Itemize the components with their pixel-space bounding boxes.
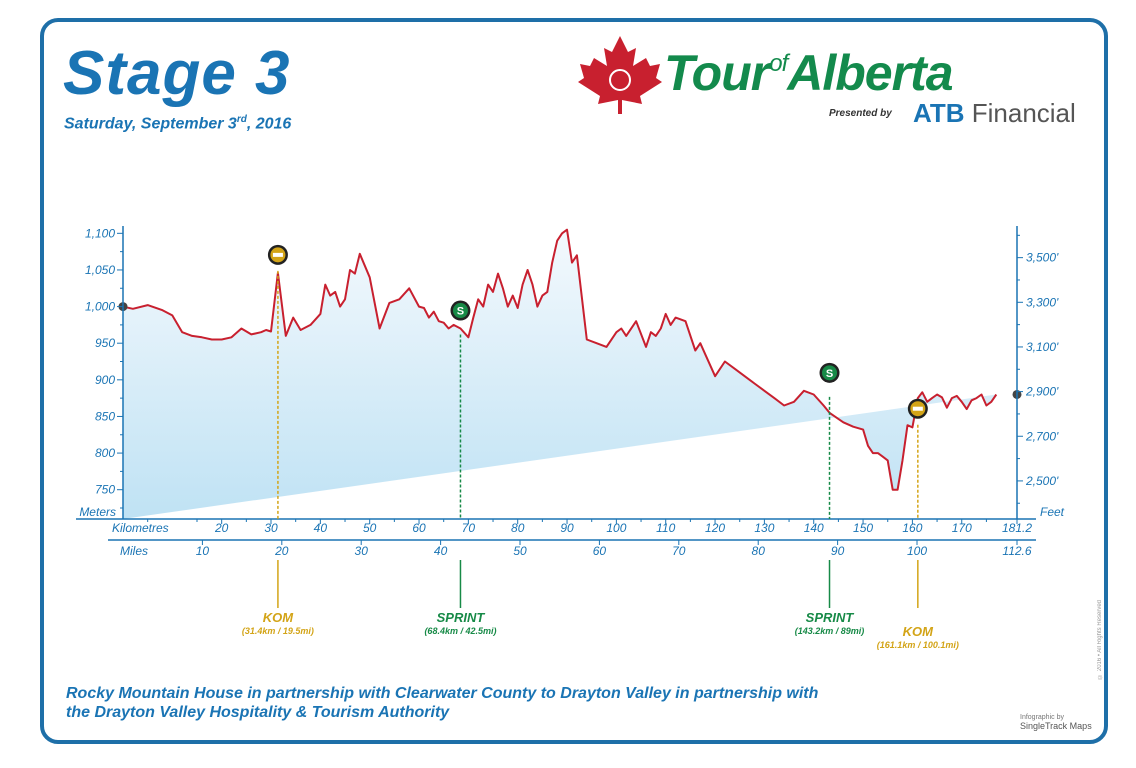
kom-detail: (31.4km / 19.5mi) bbox=[242, 626, 314, 636]
sprint-detail: (68.4km / 42.5mi) bbox=[424, 626, 496, 636]
x-tick-label: 60 bbox=[412, 521, 426, 535]
x2-tick-label: 100 bbox=[907, 544, 927, 558]
x-tick-label: 40 bbox=[314, 521, 328, 535]
y2-tick-label: 3,500' bbox=[1026, 251, 1059, 265]
kom-icon-bar bbox=[912, 406, 923, 411]
y-tick-label: 1,100 bbox=[85, 226, 115, 240]
y2-tick-label: 3,100' bbox=[1026, 340, 1059, 354]
y-axis-label: Meters bbox=[79, 505, 116, 519]
sprint-icon-letter: S bbox=[457, 306, 464, 318]
sponsor-logo: ATB Financial bbox=[913, 98, 1076, 128]
sprint-label: SPRINT bbox=[437, 610, 486, 625]
y2-axis-label: Feet bbox=[1040, 505, 1065, 519]
stage-date: Saturday, September 3rd, 2016 bbox=[64, 114, 292, 133]
y2-tick-label: 2,900' bbox=[1025, 385, 1059, 399]
map-credit: Infographic by SingleTrack Maps bbox=[1020, 714, 1092, 731]
page-title: Stage 3 bbox=[63, 39, 291, 108]
x-tick-label: 110 bbox=[656, 521, 675, 535]
x2-tick-label: 10 bbox=[196, 544, 210, 558]
x-tick-label: 130 bbox=[754, 521, 774, 535]
kom-label: KOM bbox=[263, 610, 295, 625]
x-tick-label: 50 bbox=[363, 521, 377, 535]
sprint-icon bbox=[452, 303, 468, 319]
x2-axis-label: Miles bbox=[120, 544, 148, 558]
x-tick-label: 150 bbox=[853, 521, 873, 535]
kom-label: KOM bbox=[903, 624, 935, 639]
y2-tick-label: 2,500' bbox=[1025, 474, 1059, 488]
y2-tick-label: 2,700' bbox=[1025, 429, 1059, 443]
kom-detail: (161.1km / 100.1mi) bbox=[877, 640, 959, 650]
x2-tick-label: 50 bbox=[513, 544, 527, 558]
y-tick-label: 1,050 bbox=[85, 263, 115, 277]
route-line-1: Rocky Mountain House in partnership with… bbox=[66, 685, 819, 702]
x-tick-label: 70 bbox=[462, 521, 476, 535]
sprint-icon-letter: S bbox=[826, 368, 833, 380]
x-tick-label: 160 bbox=[902, 521, 922, 535]
route-description: Rocky Mountain House in partnership with… bbox=[66, 684, 1096, 722]
x2-tick-label: 70 bbox=[672, 544, 686, 558]
presented-by-label: Presented by bbox=[829, 108, 892, 119]
x-tick-label: 80 bbox=[511, 521, 525, 535]
x-tick-label: 120 bbox=[705, 521, 725, 535]
y-tick-label: 900 bbox=[95, 373, 115, 387]
sprint-detail: (143.2km / 89mi) bbox=[795, 626, 865, 636]
x-axis-label: Kilometres bbox=[112, 521, 169, 535]
x2-tick-label: 112.6 bbox=[1002, 544, 1031, 558]
x2-tick-label: 30 bbox=[355, 544, 369, 558]
x-tick-label: 140 bbox=[804, 521, 824, 535]
y-tick-label: 950 bbox=[95, 336, 115, 350]
y2-tick-label: 3,300' bbox=[1026, 295, 1059, 309]
y-tick-label: 750 bbox=[95, 483, 115, 497]
x2-tick-label: 80 bbox=[752, 544, 766, 558]
tour-of-alberta-logo: TourofAlberta bbox=[664, 45, 954, 101]
copyright-note: © 2016 • All Rights Reserved bbox=[1097, 600, 1103, 679]
x-tick-label: 181.2 bbox=[1002, 521, 1032, 535]
route-line-2: the Drayton Valley Hospitality & Tourism… bbox=[66, 704, 450, 721]
sprint-label: SPRINT bbox=[806, 610, 855, 625]
x2-tick-label: 60 bbox=[593, 544, 607, 558]
x-tick-label: 170 bbox=[952, 521, 972, 535]
elevation-line bbox=[122, 228, 998, 491]
y-tick-label: 1,000 bbox=[85, 300, 115, 314]
kom-icon-bar bbox=[272, 252, 283, 257]
sprint-icon bbox=[822, 365, 838, 381]
elevation-area bbox=[123, 229, 997, 519]
x2-tick-label: 40 bbox=[434, 544, 448, 558]
x-tick-label: 30 bbox=[264, 521, 278, 535]
x-tick-label: 100 bbox=[606, 521, 626, 535]
x2-tick-label: 90 bbox=[831, 544, 845, 558]
x-tick-label: 20 bbox=[214, 521, 229, 535]
y-tick-label: 850 bbox=[95, 409, 115, 423]
y-tick-label: 800 bbox=[95, 446, 115, 460]
x-tick-label: 90 bbox=[560, 521, 574, 535]
x2-tick-label: 20 bbox=[274, 544, 289, 558]
